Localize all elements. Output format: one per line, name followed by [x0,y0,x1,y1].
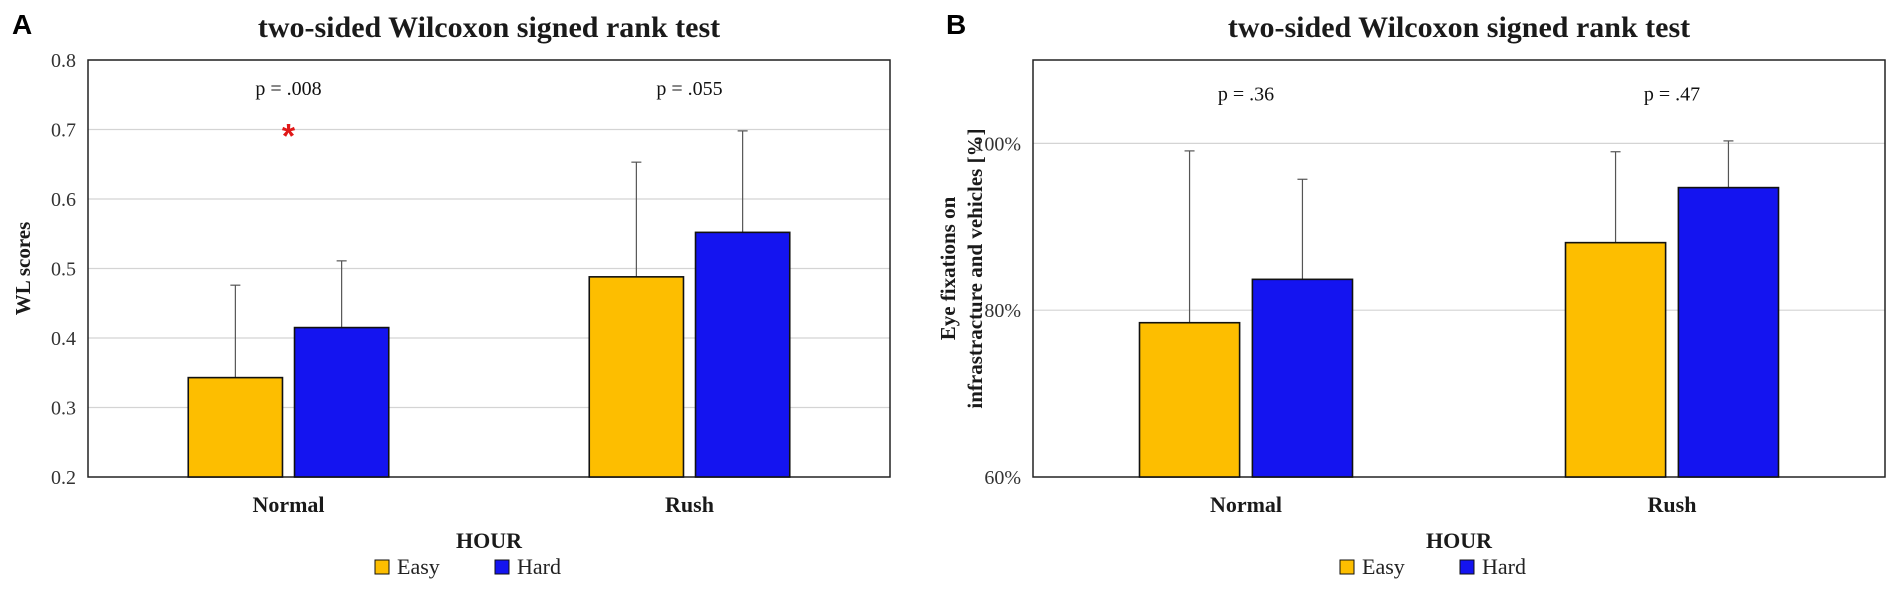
p-value-annotation: p = .008 [255,78,321,100]
bar-easy-rush [588,276,685,478]
p-value-annotation: p = .055 [656,78,722,100]
y-tick-label: 0.8 [51,50,76,72]
bar-hard-rush [694,231,791,478]
significance-asterisk: * [282,118,296,156]
y-tick-label: 0.7 [51,120,76,142]
legend: Easy Hard [374,554,561,579]
bar-hard-rush [1677,186,1780,478]
p-value-annotation: p = .47 [1644,83,1700,105]
y-tick-label: 0.3 [51,398,76,420]
bar-easy-normal [187,376,284,478]
p-value-annotation: p = .36 [1218,83,1274,105]
plot-frame [1032,59,1886,478]
legend-label-easy: Easy [1362,554,1405,579]
y-tick-label: 0.2 [51,467,76,489]
x-category-label: Normal [1210,492,1282,517]
legend-swatch-hard [1459,559,1475,575]
bar-hard-normal [293,326,390,478]
legend-label-hard: Hard [517,554,561,579]
y-tick-label: 100% [974,133,1021,155]
panel-label: B [946,9,966,40]
legend-swatch-hard [494,559,510,575]
panel-label: A [12,9,32,40]
y-tick-label: 60% [984,467,1021,489]
y-tick-label: 0.6 [51,189,76,211]
legend: Easy Hard [1339,554,1526,579]
x-category-label: Rush [1648,492,1697,517]
bar-hard-normal [1251,278,1354,478]
legend-label-hard: Hard [1482,554,1526,579]
y-tick-label: 80% [984,300,1021,322]
bar-easy-normal [1138,321,1241,478]
x-category-label: Normal [252,492,324,517]
chart-title: two-sided Wilcoxon signed rank test [258,11,720,44]
chart-title: two-sided Wilcoxon signed rank test [1228,11,1690,44]
y-tick-label: 0.4 [51,328,76,350]
x-axis-title: HOUR [1426,528,1493,553]
y-axis-label: Eye fixations on [936,196,960,340]
y-tick-label: 0.5 [51,259,76,281]
x-category-label: Rush [665,492,714,517]
legend-swatch-easy [1339,559,1355,575]
legend-swatch-easy [374,559,390,575]
y-axis-label: WL scores [11,222,35,316]
legend-label-easy: Easy [397,554,440,579]
plot-frame [87,59,891,478]
x-axis-title: HOUR [456,528,523,553]
y-axis-label: infrastracture and vehicles [%] [963,128,987,408]
bar-easy-rush [1564,241,1667,478]
